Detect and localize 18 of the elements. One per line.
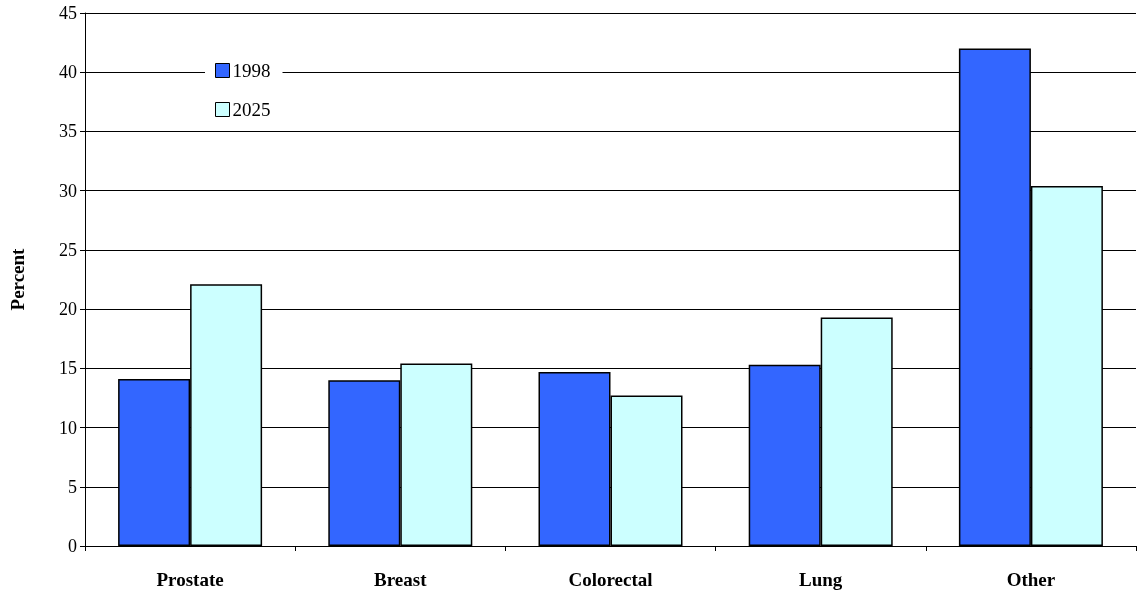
y-tick-label: 45 — [59, 3, 77, 23]
y-tick-label: 30 — [59, 180, 77, 201]
x-tick-label: Lung — [799, 569, 843, 590]
y-tick-label: 40 — [59, 62, 77, 83]
x-tick-label: Prostate — [156, 569, 224, 590]
y-tick-label: 20 — [59, 299, 77, 320]
y-tick-label: 10 — [59, 417, 77, 438]
legend-label: 1998 — [232, 60, 271, 81]
x-tick-label: Breast — [374, 569, 428, 590]
y-tick-label: 35 — [59, 121, 77, 142]
y-tick-label: 25 — [59, 239, 77, 260]
y-tick-label: 5 — [68, 476, 77, 497]
legend-label: 2025 — [232, 99, 271, 120]
x-tick-label: Colorectal — [568, 569, 653, 590]
y-axis-title: Percent — [7, 247, 28, 311]
x-tick-label: Other — [1006, 569, 1056, 590]
y-tick-label: 15 — [59, 358, 77, 379]
y-tick-label: 0 — [68, 536, 77, 556]
